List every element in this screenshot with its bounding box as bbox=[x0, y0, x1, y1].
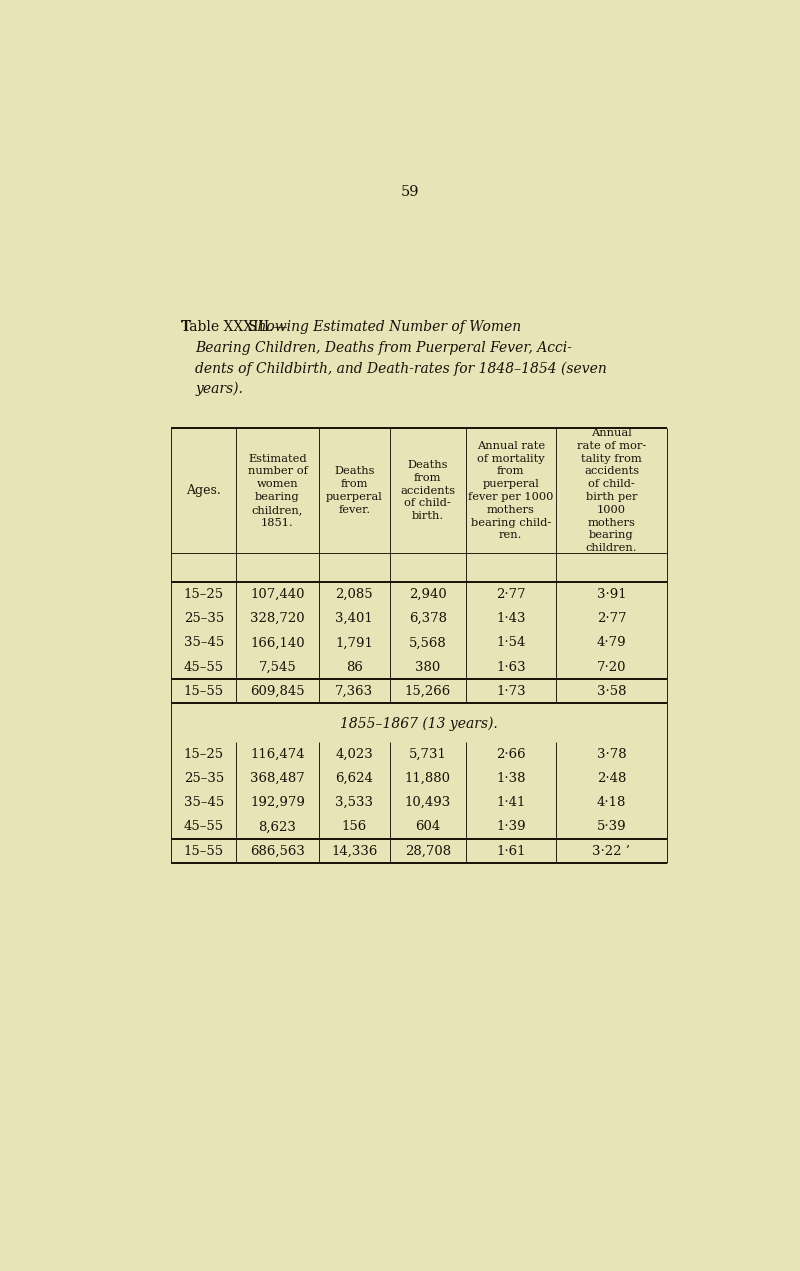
Text: 1·41: 1·41 bbox=[496, 796, 526, 810]
Text: 4·79: 4·79 bbox=[597, 637, 626, 649]
Text: 35–45: 35–45 bbox=[184, 796, 224, 810]
Text: 1·61: 1·61 bbox=[496, 845, 526, 858]
Text: Table XXXIII.—: Table XXXIII.— bbox=[182, 320, 288, 334]
Text: Ages.: Ages. bbox=[186, 484, 222, 497]
Text: 2,085: 2,085 bbox=[335, 587, 373, 601]
Text: 604: 604 bbox=[415, 820, 441, 834]
Text: 4,023: 4,023 bbox=[335, 747, 373, 760]
Text: 2·77: 2·77 bbox=[496, 587, 526, 601]
Text: years).: years). bbox=[195, 381, 243, 397]
Text: Deaths
from
puerperal
fever.: Deaths from puerperal fever. bbox=[326, 466, 382, 515]
Text: Deaths
from
accidents
of child-
birth.: Deaths from accidents of child- birth. bbox=[400, 460, 455, 521]
Text: 8,623: 8,623 bbox=[258, 820, 297, 834]
Text: 107,440: 107,440 bbox=[250, 587, 305, 601]
Text: 2·77: 2·77 bbox=[597, 613, 626, 625]
Text: 3·22 ’: 3·22 ’ bbox=[593, 845, 630, 858]
Text: Showing Estimated Number of Women: Showing Estimated Number of Women bbox=[247, 320, 521, 334]
Text: 45–55: 45–55 bbox=[184, 820, 224, 834]
Text: 5,568: 5,568 bbox=[409, 637, 446, 649]
Text: 1855–1867 (13 years).: 1855–1867 (13 years). bbox=[341, 717, 498, 731]
Text: 609,845: 609,845 bbox=[250, 685, 305, 698]
Text: 7·20: 7·20 bbox=[597, 661, 626, 674]
Text: 15–25: 15–25 bbox=[184, 747, 224, 760]
Text: 7,363: 7,363 bbox=[335, 685, 374, 698]
Text: Bearing Children, Deaths from Puerperal Fever, Acci-: Bearing Children, Deaths from Puerperal … bbox=[195, 341, 572, 355]
Text: 3,533: 3,533 bbox=[335, 796, 374, 810]
Text: 156: 156 bbox=[342, 820, 367, 834]
Text: 15–55: 15–55 bbox=[184, 845, 224, 858]
Text: 3·78: 3·78 bbox=[597, 747, 626, 760]
Text: 166,140: 166,140 bbox=[250, 637, 305, 649]
Text: 1·54: 1·54 bbox=[496, 637, 526, 649]
Text: 1,791: 1,791 bbox=[335, 637, 373, 649]
Text: 686,563: 686,563 bbox=[250, 845, 305, 858]
Text: 4·18: 4·18 bbox=[597, 796, 626, 810]
Text: 2·48: 2·48 bbox=[597, 771, 626, 784]
Text: 1·73: 1·73 bbox=[496, 685, 526, 698]
Text: T: T bbox=[182, 320, 190, 334]
Text: 10,493: 10,493 bbox=[405, 796, 451, 810]
Text: 1·63: 1·63 bbox=[496, 661, 526, 674]
Text: 328,720: 328,720 bbox=[250, 613, 305, 625]
Text: 2·66: 2·66 bbox=[496, 747, 526, 760]
Text: 116,474: 116,474 bbox=[250, 747, 305, 760]
Text: 59: 59 bbox=[401, 184, 419, 198]
Text: 7,545: 7,545 bbox=[258, 661, 296, 674]
Text: 1·39: 1·39 bbox=[496, 820, 526, 834]
Text: 380: 380 bbox=[415, 661, 441, 674]
Text: 28,708: 28,708 bbox=[405, 845, 451, 858]
Text: 14,336: 14,336 bbox=[331, 845, 378, 858]
Text: Annual
rate of mor-
tality from
accidents
of child-
birth per
1000
mothers
beari: Annual rate of mor- tality from accident… bbox=[577, 428, 646, 553]
Text: 5·39: 5·39 bbox=[597, 820, 626, 834]
Text: 15,266: 15,266 bbox=[405, 685, 451, 698]
Text: 25–35: 25–35 bbox=[184, 771, 224, 784]
Text: 15–25: 15–25 bbox=[184, 587, 224, 601]
Text: 15–55: 15–55 bbox=[184, 685, 224, 698]
Text: 1·43: 1·43 bbox=[496, 613, 526, 625]
Text: 192,979: 192,979 bbox=[250, 796, 305, 810]
Text: Annual rate
of mortality
from
puerperal
fever per 1000
mothers
bearing child-
re: Annual rate of mortality from puerperal … bbox=[468, 441, 554, 540]
Text: dents of Childbirth, and Death-rates for 1848–1854 (seven: dents of Childbirth, and Death-rates for… bbox=[195, 361, 607, 376]
Text: 45–55: 45–55 bbox=[184, 661, 224, 674]
Text: 2,940: 2,940 bbox=[409, 587, 446, 601]
Text: 6,378: 6,378 bbox=[409, 613, 447, 625]
Text: 368,487: 368,487 bbox=[250, 771, 305, 784]
Text: 11,880: 11,880 bbox=[405, 771, 451, 784]
Text: 6,624: 6,624 bbox=[335, 771, 373, 784]
Text: 3·91: 3·91 bbox=[597, 587, 626, 601]
Text: 35–45: 35–45 bbox=[184, 637, 224, 649]
Text: 3·58: 3·58 bbox=[597, 685, 626, 698]
Text: Estimated
number of
women
bearing
children,
1851.: Estimated number of women bearing childr… bbox=[247, 454, 307, 527]
Text: 1·38: 1·38 bbox=[496, 771, 526, 784]
Text: 25–35: 25–35 bbox=[184, 613, 224, 625]
Text: 86: 86 bbox=[346, 661, 362, 674]
Text: 5,731: 5,731 bbox=[409, 747, 446, 760]
Text: 3,401: 3,401 bbox=[335, 613, 373, 625]
